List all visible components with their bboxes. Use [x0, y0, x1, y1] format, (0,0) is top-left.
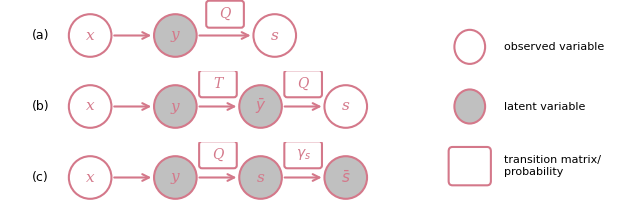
- Circle shape: [69, 156, 111, 199]
- FancyBboxPatch shape: [206, 1, 244, 28]
- Text: (b): (b): [31, 100, 49, 113]
- Circle shape: [324, 156, 367, 199]
- Circle shape: [324, 85, 367, 128]
- Text: y: y: [171, 29, 180, 43]
- Text: y: y: [171, 99, 180, 114]
- Text: y: y: [171, 170, 180, 184]
- FancyBboxPatch shape: [199, 141, 237, 168]
- Text: $\bar{y}$: $\bar{y}$: [255, 97, 266, 116]
- Circle shape: [154, 156, 196, 199]
- Circle shape: [154, 85, 196, 128]
- Text: Q: Q: [220, 7, 231, 21]
- Text: $\bar{s}$: $\bar{s}$: [341, 169, 351, 186]
- Circle shape: [69, 85, 111, 128]
- Text: Q: Q: [212, 148, 223, 162]
- Circle shape: [253, 14, 296, 57]
- FancyBboxPatch shape: [449, 147, 491, 185]
- Circle shape: [154, 14, 196, 57]
- Text: s: s: [257, 170, 264, 184]
- Circle shape: [239, 156, 282, 199]
- Circle shape: [454, 30, 485, 64]
- FancyBboxPatch shape: [284, 70, 322, 97]
- Text: x: x: [86, 99, 95, 114]
- Circle shape: [454, 89, 485, 124]
- Text: $\gamma_s$: $\gamma_s$: [296, 147, 310, 162]
- FancyBboxPatch shape: [199, 70, 237, 97]
- Text: x: x: [86, 170, 95, 184]
- Text: (a): (a): [32, 29, 49, 42]
- Text: T: T: [213, 77, 223, 91]
- Text: Q: Q: [298, 77, 309, 91]
- Text: latent variable: latent variable: [504, 102, 586, 111]
- Text: observed variable: observed variable: [504, 42, 605, 52]
- Circle shape: [239, 85, 282, 128]
- Text: s: s: [342, 99, 349, 114]
- Text: x: x: [86, 29, 95, 43]
- Text: s: s: [271, 29, 278, 43]
- Text: (c): (c): [32, 171, 49, 184]
- FancyBboxPatch shape: [284, 141, 322, 168]
- Circle shape: [69, 14, 111, 57]
- Text: transition matrix/
probability: transition matrix/ probability: [504, 155, 602, 177]
